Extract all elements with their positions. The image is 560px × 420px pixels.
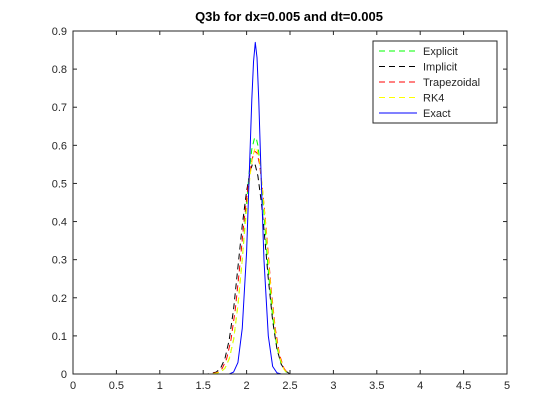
y-tick-label: 0.9 (52, 26, 67, 38)
y-tick-label: 0.6 (52, 140, 67, 152)
y-tick-label: 0.7 (52, 102, 67, 114)
x-tick-label: 5 (504, 380, 510, 392)
y-tick-label: 0.4 (52, 217, 67, 229)
series-line-rk4 (73, 146, 507, 375)
legend-label-explicit: Explicit (423, 46, 458, 58)
y-tick-label: 0.5 (52, 178, 67, 190)
x-tick-label: 0.5 (109, 380, 124, 392)
x-tick-label: 3.5 (369, 380, 384, 392)
legend-label-rk4: RK4 (423, 93, 444, 105)
legend-label-exact: Exact (423, 108, 451, 120)
series-line-implicit (73, 162, 507, 375)
legend: Explicit Implicit Trapezoidal RK4 Exact (372, 40, 498, 124)
x-tick-label: 2.5 (282, 380, 297, 392)
y-tick-label: 0 (61, 369, 67, 381)
series-layer (73, 41, 507, 375)
chart-title: Q3b for dx=0.005 and dt=0.005 (195, 9, 383, 24)
x-tick-label: 4 (417, 380, 423, 392)
legend-label-implicit: Implicit (423, 62, 457, 74)
x-tick-label: 2 (244, 380, 250, 392)
y-tick-label: 0.8 (52, 64, 67, 76)
y-axis: 0 0.1 0.2 0.3 0.4 0.5 0.6 0.7 0.8 0.9 (52, 26, 507, 381)
legend-label-trapezoidal: Trapezoidal (423, 77, 480, 89)
x-tick-label: 3 (330, 380, 336, 392)
x-axis: 0 0.5 1 1.5 2 2.5 3 3.5 4 4.5 5 (70, 31, 510, 392)
x-tick-label: 1 (157, 380, 163, 392)
x-tick-label: 4.5 (456, 380, 471, 392)
series-line-exact (73, 41, 507, 375)
x-tick-label: 0 (70, 380, 76, 392)
y-tick-label: 0.3 (52, 255, 67, 267)
x-tick-label: 1.5 (196, 380, 211, 392)
y-tick-label: 0.1 (52, 331, 67, 343)
y-tick-label: 0.2 (52, 293, 67, 305)
